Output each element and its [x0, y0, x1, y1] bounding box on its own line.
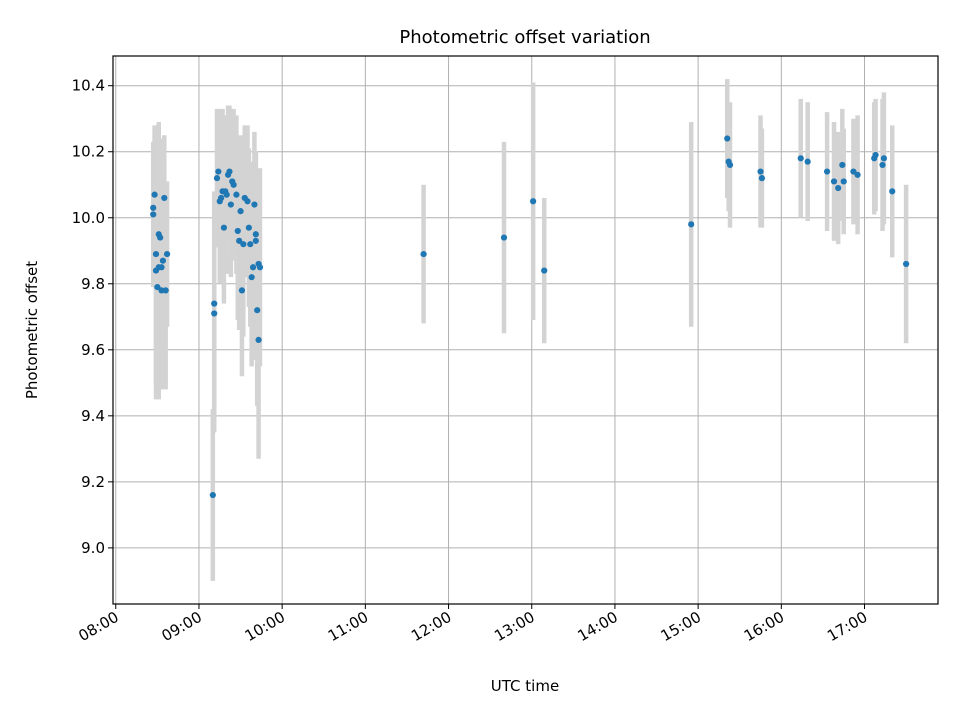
data-point: [238, 287, 246, 294]
data-point: [500, 234, 508, 241]
data-point: [211, 310, 218, 317]
data-point: [530, 198, 537, 205]
y-tick-label: 9.2: [81, 473, 105, 491]
y-tick-label: 9.6: [81, 341, 105, 359]
data-point: [758, 175, 766, 182]
data-point: [234, 227, 241, 235]
data-point: [162, 287, 169, 294]
y-tick-label: 9.4: [81, 407, 105, 425]
data-point: [233, 191, 240, 198]
data-point: [215, 168, 222, 175]
data-point: [150, 211, 157, 218]
plot-frame: [112, 55, 939, 605]
y-tick-label: 9.0: [81, 539, 105, 557]
data-point: [879, 161, 886, 169]
data-point: [158, 264, 165, 271]
data-point: [209, 491, 216, 499]
y-tick-label: 10.0: [72, 209, 105, 227]
data-point: [230, 181, 237, 188]
data-point: [154, 283, 161, 291]
data-point: [880, 155, 888, 162]
y-tick-label: 10.4: [72, 77, 105, 95]
data-point: [252, 231, 259, 238]
data-point: [220, 224, 228, 231]
data-point: [251, 201, 258, 208]
data-point: [240, 241, 247, 248]
data-point: [236, 237, 243, 244]
data-point: [830, 178, 838, 185]
data-point: [211, 300, 218, 307]
data-point: [163, 250, 171, 258]
data-point: [840, 178, 847, 185]
x-axis-label: UTC time: [491, 677, 559, 695]
data-point: [850, 168, 857, 175]
data-point: [726, 161, 734, 169]
data-point: [152, 250, 160, 258]
data-point: [244, 198, 251, 205]
data-point: [150, 204, 157, 211]
data-point: [724, 135, 731, 142]
data-point: [823, 168, 831, 175]
data-point: [249, 264, 257, 271]
data-point: [903, 260, 910, 268]
y-axis-label: Photometric offset: [23, 261, 41, 399]
data-point: [872, 151, 879, 159]
data-point: [797, 155, 804, 162]
chart-title: Photometric offset variation: [399, 27, 650, 48]
data-point: [757, 168, 764, 175]
data-point: [151, 191, 158, 198]
data-point: [256, 264, 264, 271]
data-point: [854, 171, 861, 178]
data-point: [804, 158, 811, 165]
data-point: [835, 184, 842, 192]
data-point: [226, 168, 233, 175]
data-point: [227, 201, 234, 208]
data-point: [688, 221, 695, 228]
data-point: [247, 241, 254, 248]
data-point: [245, 224, 252, 231]
data-point: [223, 191, 230, 198]
data-point: [420, 250, 427, 258]
data-point: [541, 267, 548, 274]
data-point: [252, 237, 259, 244]
data-point: [889, 188, 896, 195]
data-point: [218, 194, 225, 202]
data-points: [150, 135, 910, 499]
y-tick-label: 10.2: [72, 143, 105, 161]
y-tick-label: 9.8: [81, 275, 105, 293]
data-point: [159, 257, 167, 264]
data-point: [839, 161, 846, 169]
data-point: [237, 208, 244, 215]
data-point: [213, 175, 221, 182]
data-point: [255, 336, 262, 344]
data-point: [254, 307, 261, 314]
data-point: [248, 274, 255, 281]
data-point: [161, 194, 168, 202]
y-axis: 9.0 9.2 9.4 9.6 9.8 10.0 10.2 10.4: [72, 77, 113, 557]
data-point: [157, 234, 164, 241]
